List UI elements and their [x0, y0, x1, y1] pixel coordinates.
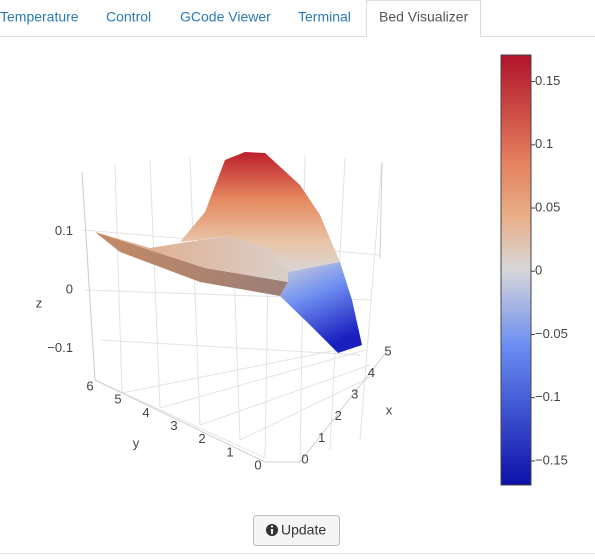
tab-bar: Temperature Control GCode Viewer Terminal Be… [0, 0, 481, 37]
update-button[interactable]: Update [253, 515, 340, 546]
colorbar-tick-label: −0.15 [535, 452, 568, 467]
colorbar-tick-label: 0 [535, 263, 542, 278]
y-tick-label: 0 [254, 457, 261, 472]
x-tick-label: 4 [368, 365, 375, 380]
x-tick-label: 1 [318, 430, 325, 445]
tab[interactable]: Temperature [0, 9, 79, 25]
axis-lines [81, 161, 389, 463]
tab[interactable]: GCode Viewer [180, 9, 271, 25]
button-frame[interactable] [253, 515, 340, 546]
x-tick-label: 0 [301, 451, 308, 466]
y-tick-label: 2 [198, 431, 205, 446]
tab[interactable]: Control [106, 9, 151, 25]
colorbar-tick-label: 0.15 [535, 73, 560, 88]
colorbar-tick-label: 0.1 [535, 136, 553, 151]
active-tab-frame [366, 0, 481, 37]
tab[interactable]: Bed Visualizer [379, 9, 469, 25]
colorbar-tick-label: 0.05 [535, 199, 560, 214]
y-axis-title: y [133, 435, 140, 450]
x-tick-label: 2 [335, 408, 342, 423]
z-tick-label: 0 [66, 281, 73, 296]
z-tick-label: 0.1 [55, 223, 73, 238]
y-tick-label: 3 [170, 418, 177, 433]
surface-peak [180, 152, 340, 272]
z-tick-label: −0.1 [47, 340, 73, 355]
surface-flat [95, 232, 290, 282]
y-tick-label: 1 [226, 444, 233, 459]
tab[interactable]: Terminal [298, 9, 351, 25]
colorbar-tick-label: −0.05 [535, 326, 568, 341]
info-icon-dot [270, 525, 274, 528]
y-tick-label: 4 [142, 405, 149, 420]
z-axis-title: z [36, 295, 43, 310]
surface-underside [95, 232, 288, 296]
y-tick-label: 5 [114, 392, 121, 407]
colorbar-tick-label: −0.1 [535, 389, 561, 404]
colorbar [500, 54, 532, 486]
x-axis-title: x [386, 402, 393, 417]
button-label[interactable]: Update [281, 522, 326, 538]
y-tick-label: 6 [86, 378, 93, 393]
info-icon-stem [271, 529, 273, 534]
surface [95, 152, 362, 353]
surface-dip [280, 262, 362, 353]
colorbar-ticks: 0.15 0.1 0.05 0 −0.05 −0.1 −0.15 [531, 73, 568, 467]
x-tick-label: 3 [351, 387, 358, 402]
x-tick-label: 5 [384, 343, 391, 358]
